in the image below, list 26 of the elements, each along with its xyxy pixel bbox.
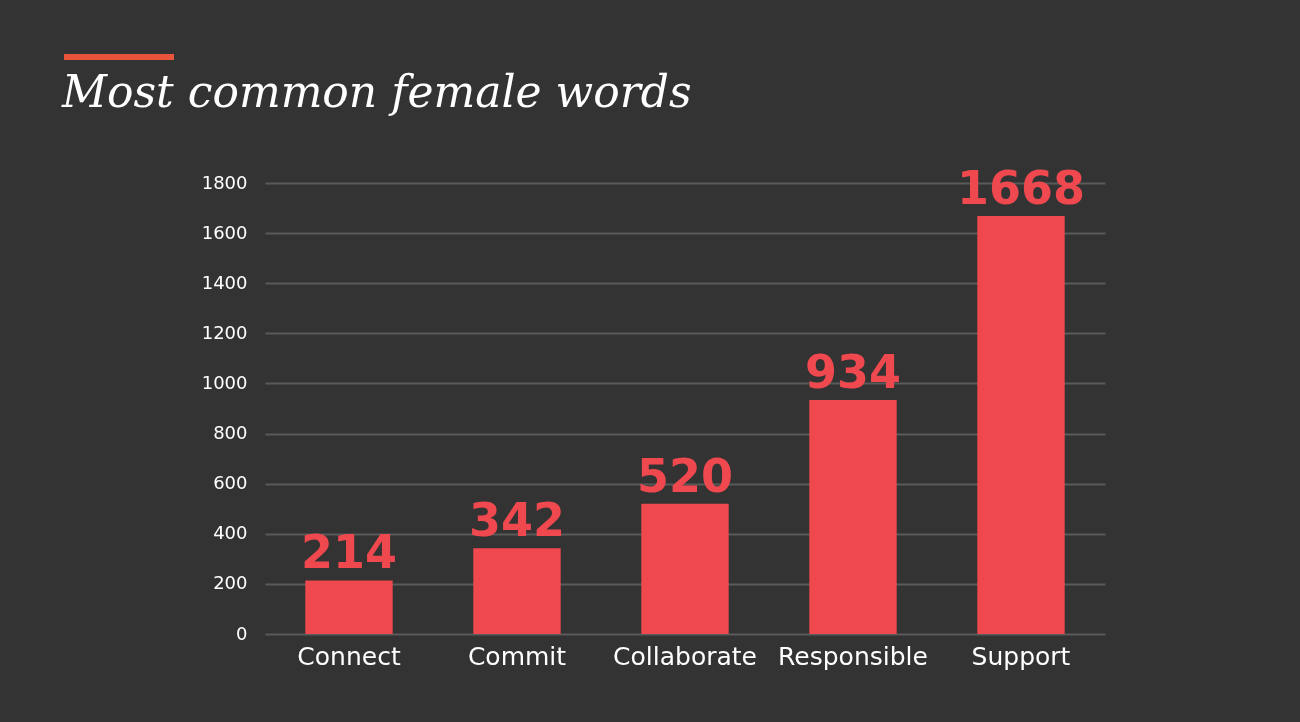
y-tick-label: 400 (213, 522, 248, 544)
x-tick-label: Commit (467, 641, 567, 671)
bar (641, 503, 729, 634)
y-tick-label: 1000 (201, 371, 248, 393)
y-tick-label: 1200 (201, 321, 248, 343)
data-label: 214 (300, 525, 398, 580)
y-tick-label: 200 (213, 572, 248, 594)
data-label: 1668 (956, 161, 1086, 216)
y-tick-label: 0 (236, 622, 248, 644)
data-label: 342 (468, 493, 566, 548)
x-tick-label: Collaborate (613, 641, 757, 671)
bar (305, 580, 393, 634)
y-tick-label: 800 (213, 422, 248, 444)
bar (809, 399, 897, 634)
x-tick-label: Responsible (778, 641, 928, 671)
x-tick-label: Support (971, 641, 1071, 671)
bar (977, 216, 1065, 634)
data-label: 520 (636, 448, 734, 503)
data-label: 934 (804, 344, 902, 399)
x-tick-label: Connect (297, 641, 401, 671)
bar (473, 548, 561, 634)
y-tick-label: 600 (213, 472, 248, 494)
chart-title: Most common female words (62, 66, 692, 117)
y-tick-label: 1400 (201, 271, 248, 293)
y-tick-label: 1600 (201, 221, 248, 243)
y-tick-label: 1800 (201, 171, 248, 193)
